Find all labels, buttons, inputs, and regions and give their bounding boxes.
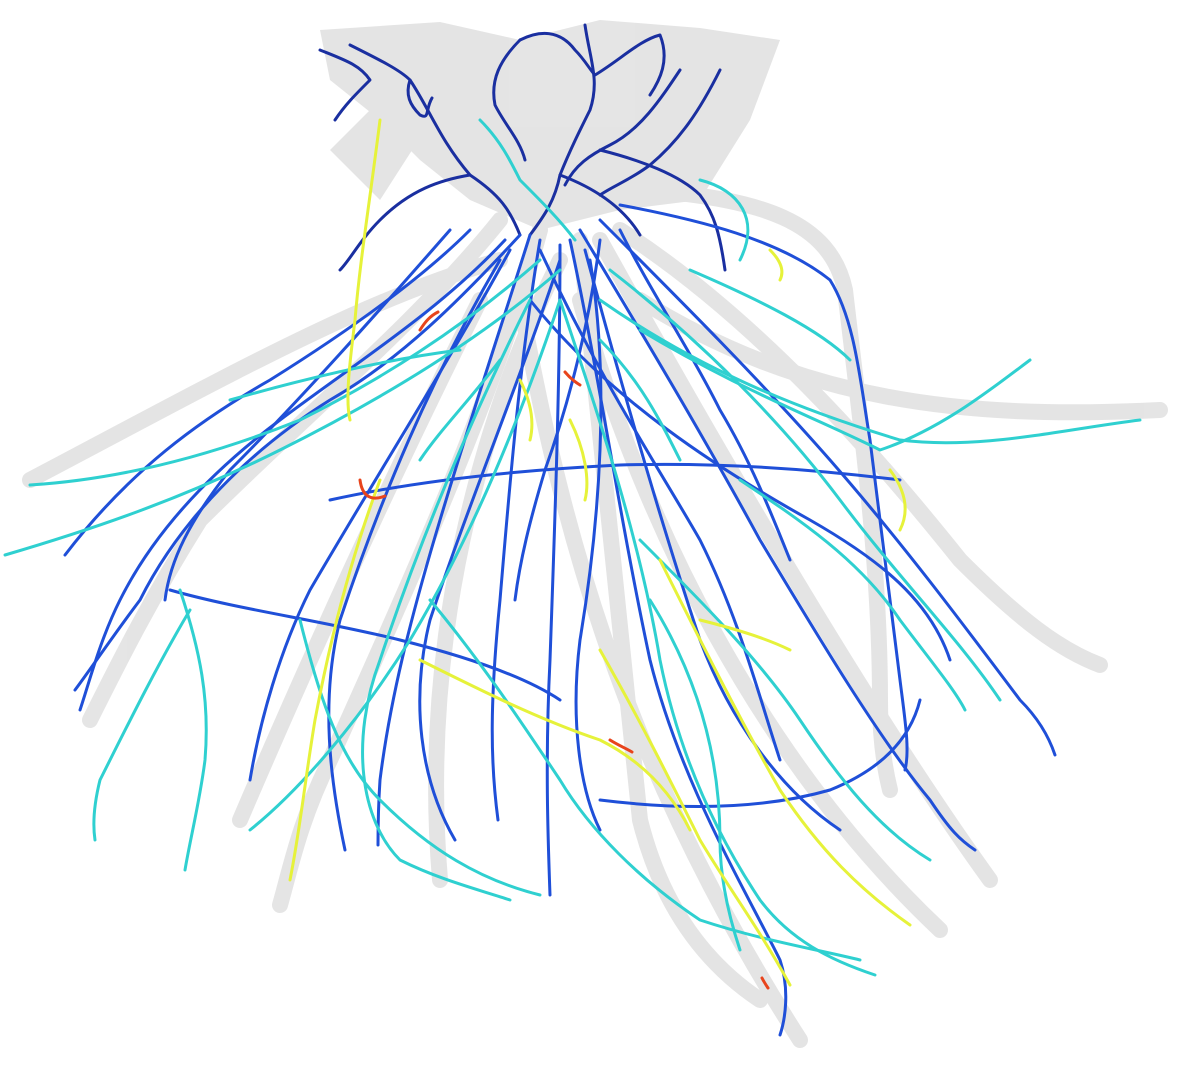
root-trace [248, 248, 512, 782]
order-1-dark-roots [318, 23, 727, 272]
root-trace [178, 588, 208, 872]
root-trace [598, 338, 682, 462]
root-trace [518, 378, 534, 442]
root-trace [288, 478, 382, 882]
order-1-roots [63, 203, 1057, 1037]
mask-branch [632, 292, 1168, 421]
mask-branch [572, 232, 768, 1008]
root-trace [63, 228, 472, 557]
mask-branch [232, 292, 488, 828]
root-trace [618, 228, 792, 562]
root-trace [608, 268, 1002, 702]
root-trace [563, 370, 582, 387]
root-trace [558, 298, 877, 977]
root-trace [78, 238, 507, 712]
root-trace [3, 268, 562, 557]
root-trace [688, 268, 852, 362]
root-trace [568, 418, 589, 502]
root-mask [22, 20, 1168, 1048]
root-trace [361, 298, 532, 902]
root-trace [608, 738, 634, 754]
root-trace [638, 328, 1032, 452]
root-trace [648, 598, 742, 952]
root-trace [348, 43, 522, 237]
root-trace [528, 298, 952, 662]
root-trace [28, 258, 542, 487]
root-trace [583, 248, 842, 832]
root-trace [492, 38, 527, 162]
root-trace [228, 348, 462, 402]
root-trace [698, 618, 792, 652]
root-trace [358, 478, 387, 500]
root-trace [490, 238, 542, 822]
mask-branch [592, 232, 998, 888]
root-trace [545, 243, 562, 897]
root-trace [698, 178, 750, 262]
root-trace [338, 173, 472, 272]
mask-branch [512, 292, 808, 1048]
root-trace [346, 118, 382, 422]
root-trace [598, 218, 1057, 757]
root-trace [598, 698, 922, 809]
root-trace [738, 478, 967, 712]
mask-branch [22, 252, 508, 488]
crown-wedge-right [660, 40, 780, 170]
root-trace [598, 148, 727, 272]
root-trace [327, 258, 502, 852]
order-4-roots [358, 310, 770, 990]
root-trace [406, 78, 434, 118]
mask-branch [572, 292, 948, 938]
root-trace [418, 658, 692, 832]
root-trace [638, 538, 932, 862]
root-trace [658, 558, 912, 927]
root-trace [618, 203, 909, 772]
root-trace [578, 228, 977, 852]
root-trace [376, 233, 532, 847]
mask-branch [82, 212, 508, 728]
root-trace [318, 48, 372, 122]
root-trace [598, 648, 792, 987]
root-trace [513, 238, 602, 602]
root-trace [478, 118, 577, 242]
root-trace [418, 258, 562, 842]
root-trace [418, 310, 440, 332]
crown-wedge-left [330, 40, 470, 200]
root-trace [760, 976, 770, 990]
root-trace [163, 228, 452, 602]
root-trace [888, 468, 907, 532]
root-trace [168, 588, 562, 702]
mask-branch [612, 222, 1108, 673]
root-trace [418, 358, 502, 462]
root-trace [73, 233, 522, 692]
root-trace [528, 23, 596, 237]
root-trace [598, 68, 722, 197]
root-trace [538, 248, 782, 762]
root-trace [92, 608, 192, 842]
root-trace [298, 618, 542, 897]
root-trace [558, 173, 642, 237]
root-trace [598, 298, 1142, 445]
root-trace [768, 248, 784, 282]
root-trace [563, 68, 682, 187]
root-trace [574, 258, 603, 832]
order-3-roots [288, 118, 912, 987]
root-trace [428, 598, 862, 962]
